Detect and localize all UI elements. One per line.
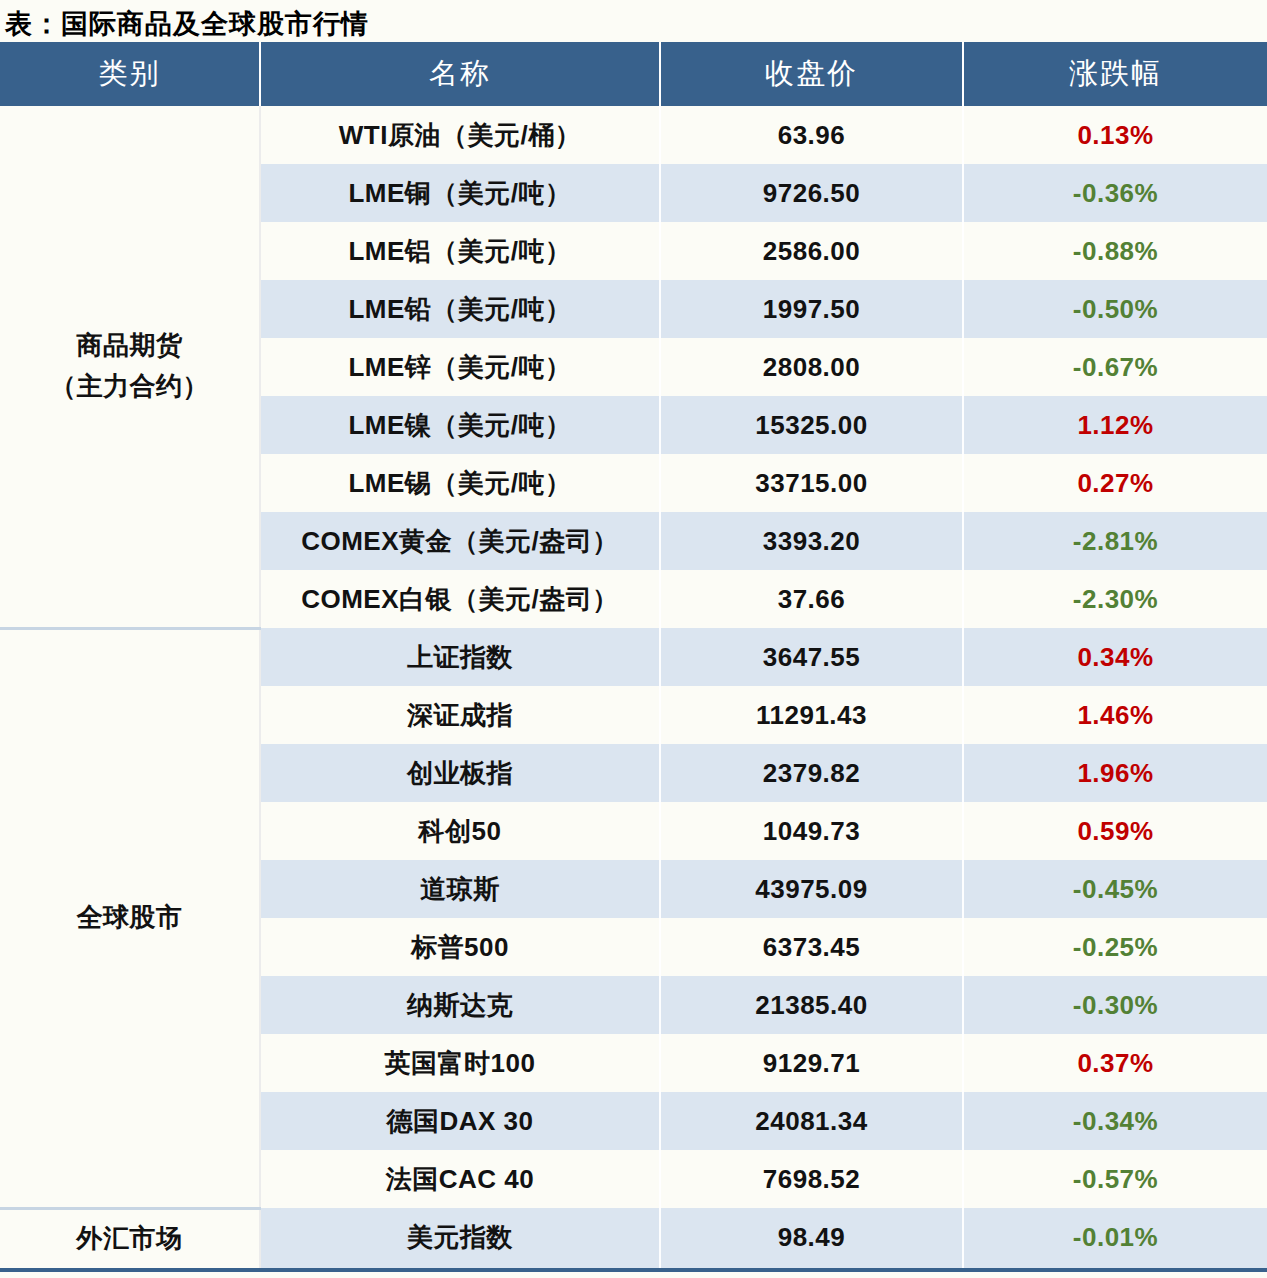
column-header-category: 类别	[0, 42, 260, 106]
change-percent: -2.30%	[963, 570, 1267, 628]
close-price: 6373.45	[660, 918, 963, 976]
change-percent: -0.45%	[963, 860, 1267, 918]
category-cell: 全球股市	[0, 628, 260, 1208]
change-percent: 0.59%	[963, 802, 1267, 860]
close-price: 3647.55	[660, 628, 963, 686]
change-percent: -0.30%	[963, 976, 1267, 1034]
table-body: 商品期货（主力合约）WTI原油（美元/桶）63.960.13%LME铜（美元/吨…	[0, 106, 1267, 1270]
column-header-change: 涨跌幅	[963, 42, 1267, 106]
category-label: 商品期货	[1, 325, 258, 367]
close-price: 3393.20	[660, 512, 963, 570]
table-row: 全球股市上证指数3647.550.34%	[0, 628, 1267, 686]
close-price: 9726.50	[660, 164, 963, 222]
instrument-name: 标普500	[260, 918, 660, 976]
close-price: 33715.00	[660, 454, 963, 512]
change-percent: -0.88%	[963, 222, 1267, 280]
instrument-name: 深证成指	[260, 686, 660, 744]
change-percent: 1.96%	[963, 744, 1267, 802]
column-header-name: 名称	[260, 42, 660, 106]
instrument-name: 道琼斯	[260, 860, 660, 918]
change-percent: 0.27%	[963, 454, 1267, 512]
instrument-name: 英国富时100	[260, 1034, 660, 1092]
change-percent: 0.13%	[963, 106, 1267, 164]
instrument-name: LME锡（美元/吨）	[260, 454, 660, 512]
instrument-name: LME锌（美元/吨）	[260, 338, 660, 396]
instrument-name: LME镍（美元/吨）	[260, 396, 660, 454]
change-percent: 1.46%	[963, 686, 1267, 744]
change-percent: -0.01%	[963, 1208, 1267, 1270]
change-percent: 0.37%	[963, 1034, 1267, 1092]
instrument-name: 创业板指	[260, 744, 660, 802]
close-price: 43975.09	[660, 860, 963, 918]
instrument-name: 美元指数	[260, 1208, 660, 1270]
close-price: 2379.82	[660, 744, 963, 802]
close-price: 9129.71	[660, 1034, 963, 1092]
change-percent: -2.81%	[963, 512, 1267, 570]
market-table: 类别 名称 收盘价 涨跌幅 商品期货（主力合约）WTI原油（美元/桶）63.96…	[0, 42, 1267, 1272]
close-price: 2586.00	[660, 222, 963, 280]
change-percent: -0.36%	[963, 164, 1267, 222]
change-percent: -0.34%	[963, 1092, 1267, 1150]
instrument-name: LME铅（美元/吨）	[260, 280, 660, 338]
change-percent: -0.57%	[963, 1150, 1267, 1208]
instrument-name: COMEX黄金（美元/盎司）	[260, 512, 660, 570]
close-price: 15325.00	[660, 396, 963, 454]
change-percent: -0.25%	[963, 918, 1267, 976]
close-price: 1997.50	[660, 280, 963, 338]
source-note: 来源：交易所	[0, 1272, 1267, 1278]
close-price: 24081.34	[660, 1092, 963, 1150]
instrument-name: COMEX白银（美元/盎司）	[260, 570, 660, 628]
category-label: （主力合约）	[1, 366, 258, 408]
close-price: 1049.73	[660, 802, 963, 860]
table-row: 外汇市场美元指数98.49-0.01%	[0, 1208, 1267, 1270]
instrument-name: LME铝（美元/吨）	[260, 222, 660, 280]
close-price: 63.96	[660, 106, 963, 164]
instrument-name: 科创50	[260, 802, 660, 860]
column-header-close: 收盘价	[660, 42, 963, 106]
change-percent: 1.12%	[963, 396, 1267, 454]
category-label: 外汇市场	[1, 1218, 258, 1260]
instrument-name: 纳斯达克	[260, 976, 660, 1034]
instrument-name: LME铜（美元/吨）	[260, 164, 660, 222]
category-label: 全球股市	[1, 897, 258, 939]
close-price: 11291.43	[660, 686, 963, 744]
header-row: 类别 名称 收盘价 涨跌幅	[0, 42, 1267, 106]
page-title: 表：国际商品及全球股市行情	[0, 0, 1267, 42]
table-row: 商品期货（主力合约）WTI原油（美元/桶）63.960.13%	[0, 106, 1267, 164]
category-cell: 外汇市场	[0, 1208, 260, 1270]
close-price: 7698.52	[660, 1150, 963, 1208]
change-percent: -0.50%	[963, 280, 1267, 338]
table-header: 类别 名称 收盘价 涨跌幅	[0, 42, 1267, 106]
instrument-name: 法国CAC 40	[260, 1150, 660, 1208]
close-price: 98.49	[660, 1208, 963, 1270]
change-percent: 0.34%	[963, 628, 1267, 686]
instrument-name: WTI原油（美元/桶）	[260, 106, 660, 164]
close-price: 37.66	[660, 570, 963, 628]
close-price: 2808.00	[660, 338, 963, 396]
category-cell: 商品期货（主力合约）	[0, 106, 260, 628]
instrument-name: 德国DAX 30	[260, 1092, 660, 1150]
instrument-name: 上证指数	[260, 628, 660, 686]
close-price: 21385.40	[660, 976, 963, 1034]
change-percent: -0.67%	[963, 338, 1267, 396]
